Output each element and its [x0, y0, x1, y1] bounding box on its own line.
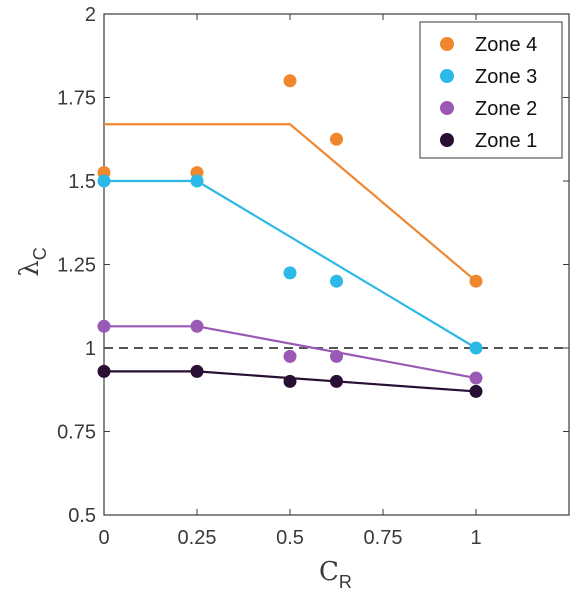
- data-point-zone-4: [283, 74, 297, 88]
- y-tick-label: 0.5: [68, 505, 96, 527]
- legend-marker: [440, 37, 454, 51]
- legend-marker: [440, 101, 454, 115]
- x-tick-label: 0.75: [364, 527, 403, 549]
- data-points: [97, 74, 483, 398]
- data-point-zone-1: [97, 364, 111, 378]
- y-axis-label: λC: [15, 247, 50, 276]
- data-point-zone-4: [330, 132, 343, 146]
- x-axis-label-main: C: [319, 557, 339, 587]
- legend-marker: [440, 133, 454, 147]
- data-point-zone-1: [469, 384, 483, 398]
- data-point-zone-3: [190, 174, 204, 188]
- y-tick-label: 1.75: [57, 88, 96, 110]
- y-tick-label: 1.25: [57, 255, 96, 277]
- x-tick-label: 0: [98, 527, 109, 549]
- x-tick-label: 0.5: [276, 527, 304, 549]
- legend-marker: [440, 69, 454, 83]
- x-tick-label: 0.25: [178, 527, 217, 549]
- axis-ticks: 0 0.25 0.5 0.75 1 0.5 0.75 1 1.25 1.5 1.75 2: [57, 4, 569, 549]
- data-point-zone-1: [283, 374, 297, 388]
- x-axis-label: CR: [319, 557, 352, 592]
- legend: Zone 4 Zone 3 Zone 2 Zone 1: [419, 21, 563, 159]
- data-point-zone-4: [469, 274, 483, 288]
- y-tick-label: 1: [85, 338, 96, 360]
- data-point-zone-2: [97, 319, 111, 333]
- data-point-zone-1: [330, 374, 343, 388]
- data-point-zone-3: [469, 341, 483, 355]
- legend-label: Zone 3: [475, 66, 537, 88]
- y-axis-label-sub: C: [30, 247, 50, 260]
- data-point-zone-3: [283, 266, 297, 280]
- y-tick-label: 2: [85, 4, 96, 26]
- legend-label: Zone 4: [475, 34, 537, 56]
- x-axis-label-sub: R: [339, 572, 352, 592]
- data-point-zone-3: [330, 274, 343, 288]
- data-point-zone-2: [190, 319, 204, 333]
- x-tick-label: 1: [470, 527, 481, 549]
- data-point-zone-2: [283, 349, 297, 363]
- fit-line-zone-4: [104, 123, 477, 283]
- data-point-zone-2: [469, 371, 483, 385]
- data-point-zone-1: [190, 364, 204, 378]
- y-axis-label-main: λ: [15, 260, 45, 276]
- legend-label: Zone 2: [475, 98, 537, 120]
- data-point-zone-3: [97, 174, 111, 188]
- data-point-zone-2: [330, 349, 343, 363]
- legend-label: Zone 1: [475, 130, 537, 152]
- y-tick-label: 1.5: [68, 171, 96, 193]
- y-tick-label: 0.75: [57, 422, 96, 444]
